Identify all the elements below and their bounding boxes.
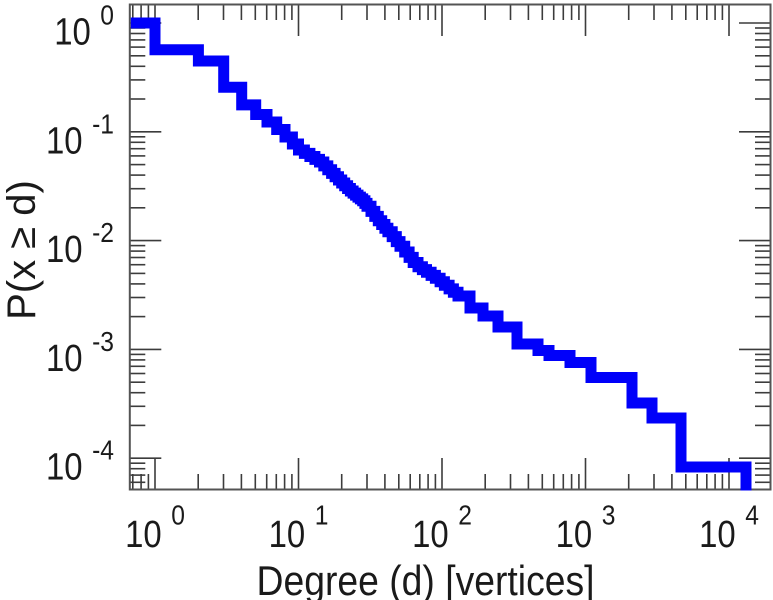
svg-text:-2: -2 [92,217,114,248]
svg-text:0: 0 [171,500,185,531]
svg-text:10: 10 [46,338,83,380]
svg-text:10: 10 [699,514,736,556]
svg-text:Degree (d) [vertices]: Degree (d) [vertices] [257,557,595,600]
svg-text:10: 10 [54,12,91,54]
svg-text:2: 2 [458,500,472,531]
svg-text:-1: -1 [92,108,114,139]
svg-text:0: 0 [100,0,114,31]
svg-text:1: 1 [315,500,329,531]
svg-text:4: 4 [745,500,759,531]
svg-text:10: 10 [46,229,83,271]
svg-text:P(x ≥ d): P(x ≥ d) [0,180,44,320]
svg-text:10: 10 [46,120,83,162]
svg-text:3: 3 [602,500,616,531]
svg-text:10: 10 [46,447,83,489]
svg-text:10: 10 [412,514,449,556]
svg-text:10: 10 [269,514,306,556]
svg-text:-4: -4 [92,435,114,466]
svg-text:10: 10 [556,514,593,556]
svg-text:10: 10 [125,514,162,556]
svg-text:-3: -3 [92,326,114,357]
